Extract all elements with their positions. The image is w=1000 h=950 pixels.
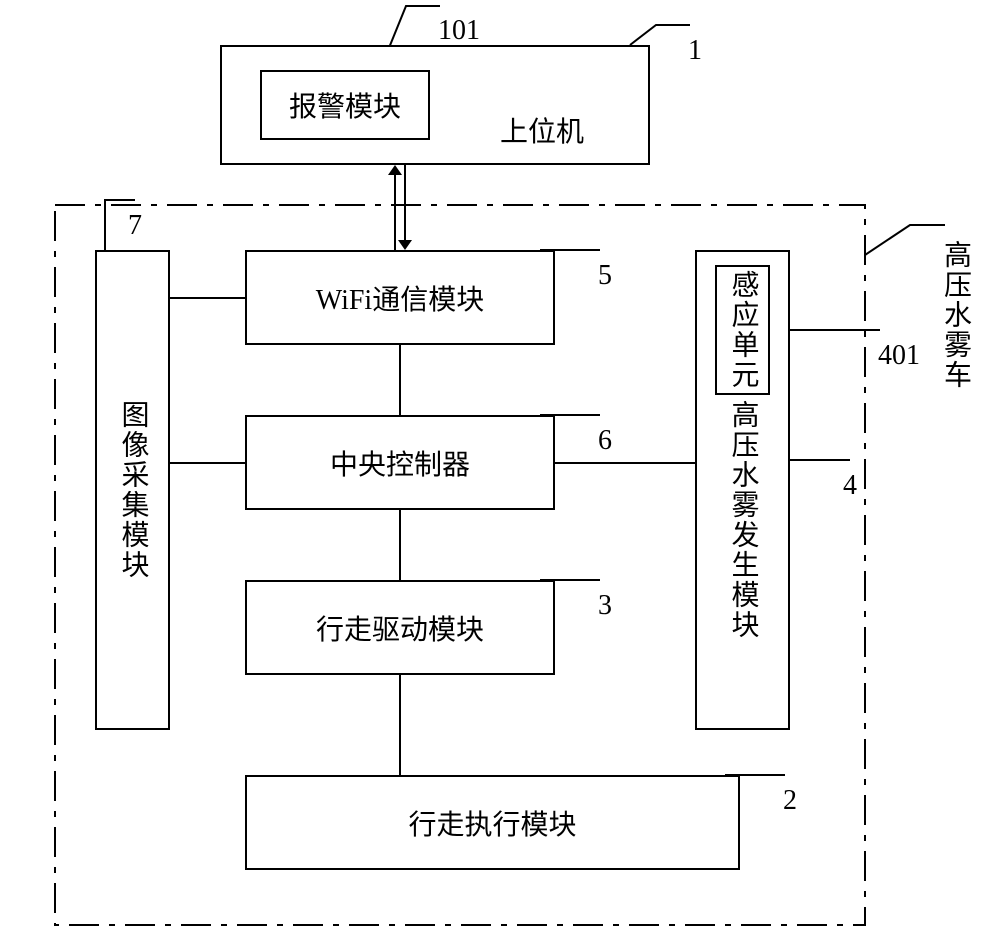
node-label-wifi: WiFi通信模块 [316,278,484,318]
callout-exec: 2 [783,785,797,817]
callout-wifi: 5 [598,260,612,292]
node-label-host: 上位机 [500,110,584,150]
node-image_capture: 图像采集模块 [95,250,170,730]
node-sensing: 感应单元 [715,265,770,395]
node-label-image_capture: 图像采集模块 [113,400,153,580]
node-label-drive: 行走驱动模块 [316,608,484,648]
node-exec: 行走执行模块 [245,775,740,870]
callout-image_capture: 7 [128,210,142,242]
callout-controller: 6 [598,425,612,457]
node-label-controller: 中央控制器 [330,443,470,483]
callout-drive: 3 [598,590,612,622]
callout-host: 1 [688,35,702,67]
node-alarm: 报警模块 [260,70,430,140]
node-drive: 行走驱动模块 [245,580,555,675]
node-label-mist_module: 高压水雾发生模块 [723,400,763,640]
callout-alarm: 101 [438,15,480,47]
callout-mist_module: 4 [843,470,857,502]
node-label-exec: 行走执行模块 [408,803,576,843]
callout-sensing: 401 [878,340,920,372]
node-controller: 中央控制器 [245,415,555,510]
node-label-alarm: 报警模块 [289,85,401,125]
external-label-vehicle: 高压水雾车 [935,240,975,390]
node-label-sensing: 感应单元 [723,270,763,390]
node-wifi: WiFi通信模块 [245,250,555,345]
